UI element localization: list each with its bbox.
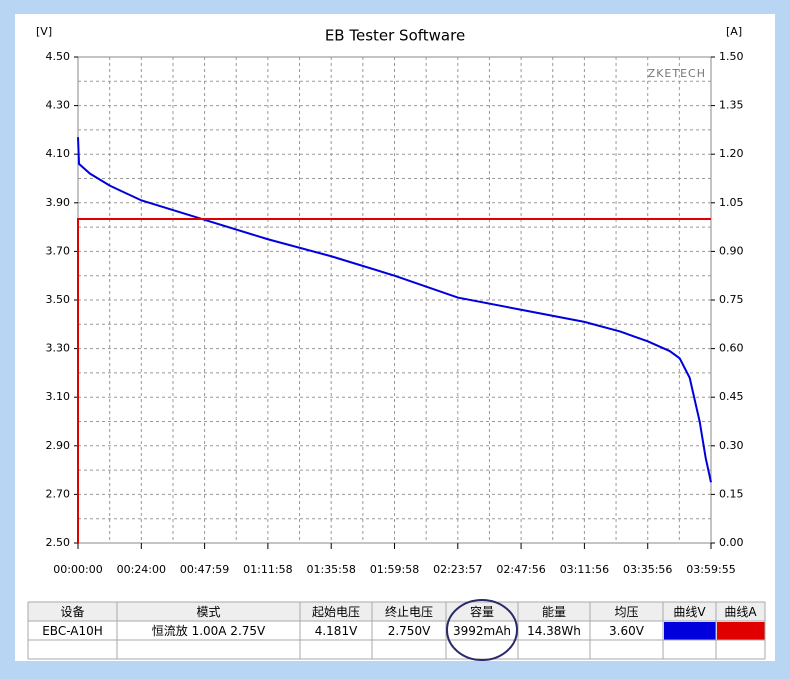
table-cell: 3.60V [609,624,645,638]
x-tick-label: 01:35:58 [306,563,355,576]
y-tick-label: 3.50 [46,293,71,306]
y2-tick-label: 0.45 [719,390,744,403]
table-header: 起始电压 [312,605,360,619]
table-header: 均压 [614,605,638,619]
table-cell: 4.181V [315,624,358,638]
y2-tick-label: 1.50 [719,50,744,63]
y2-tick-label: 0.15 [719,487,744,500]
x-tick-label: 01:59:58 [370,563,419,576]
x-tick-label: 01:11:58 [243,563,292,576]
y-tick-label: 4.30 [46,99,71,112]
y2-tick-label: 1.05 [719,196,744,209]
panel [15,14,775,661]
y2-tick-label: 1.35 [719,99,744,112]
x-tick-label: 03:11:56 [560,563,609,576]
y-tick-label: 3.10 [46,390,71,403]
table-cell: 14.38Wh [527,624,581,638]
table-cell: EBC-A10H [42,624,103,638]
y2-tick-label: 0.90 [719,244,744,257]
y2-tick-label: 0.75 [719,293,744,306]
color-swatch [717,622,765,640]
x-tick-label: 00:24:00 [117,563,166,576]
y-tick-label: 4.50 [46,50,71,63]
table-header: 曲线V [673,605,706,619]
table-header-bg [28,602,765,621]
y-tick-label: 2.50 [46,536,71,549]
y-tick-label: 4.10 [46,147,71,160]
series-line [77,137,712,483]
table-header: 模式 [196,605,220,619]
y2-tick-label: 1.20 [719,147,744,160]
y2-tick-label: 0.30 [719,439,744,452]
table-header: 曲线A [724,605,757,619]
table-cell: 恒流放 1.00A 2.75V [152,623,266,638]
x-tick-label: 00:47:59 [180,563,229,576]
x-tick-label: 03:35:56 [623,563,672,576]
table-header: 终止电压 [385,604,433,619]
table-header: 能量 [542,605,566,619]
x-tick-label: 03:59:55 [686,563,735,576]
table-header: 设备 [60,605,84,619]
y-axis-unit: [V] [36,25,52,38]
table-cell: 3992mAh [453,624,511,638]
chart-title: EB Tester Software [325,27,465,45]
color-swatch [664,622,716,640]
series-line [77,218,711,543]
y2-tick-label: 0.60 [719,342,744,355]
y-tick-label: 3.70 [46,244,71,257]
x-tick-label: 02:23:57 [433,563,482,576]
y2-axis-unit: [A] [726,25,742,38]
y-tick-label: 2.70 [46,487,71,500]
y2-tick-label: 0.00 [719,536,744,549]
table-header: 容量 [470,604,494,619]
y-tick-label: 2.90 [46,439,71,452]
y-tick-label: 3.90 [46,196,71,209]
x-tick-label: 02:47:56 [496,563,545,576]
x-tick-label: 00:00:00 [53,563,102,576]
highlight-circle [446,599,518,661]
watermark: ZKETECH [648,67,706,80]
y-tick-label: 3.30 [46,342,71,355]
table-cell: 2.750V [388,624,431,638]
